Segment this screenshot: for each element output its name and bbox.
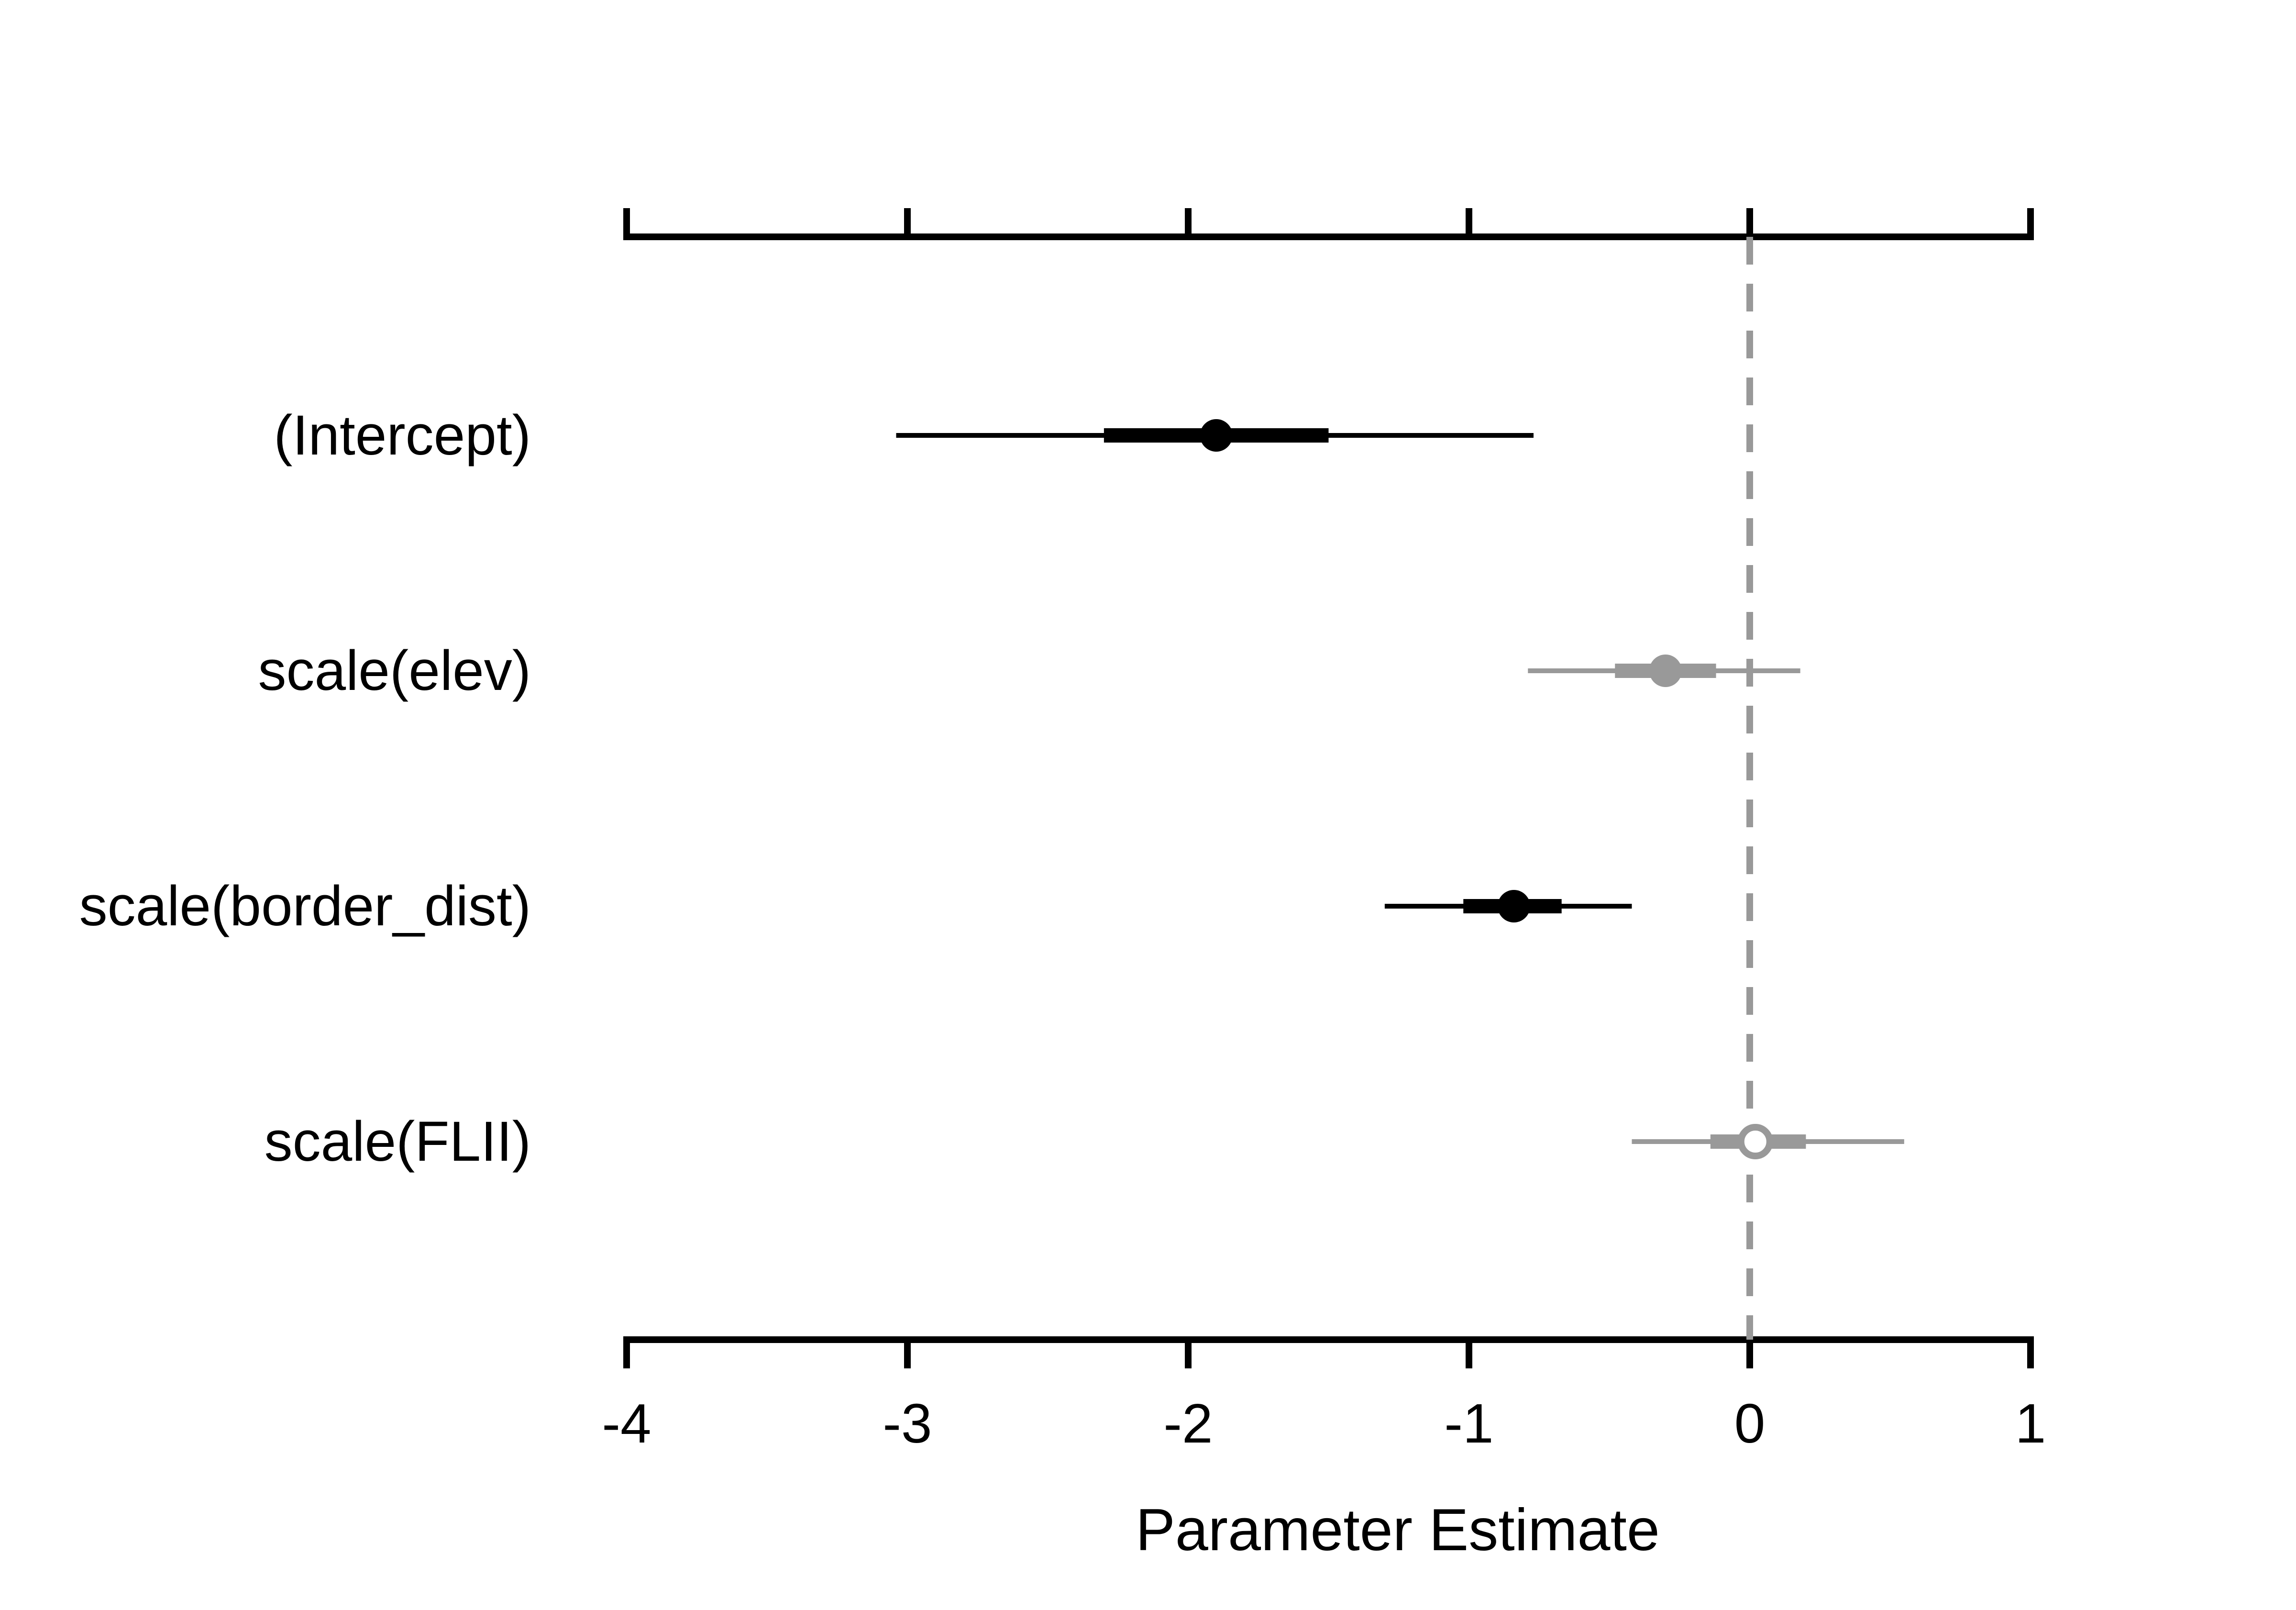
x-axis-title: Parameter Estimate (1136, 1497, 1660, 1563)
point-estimate (1200, 419, 1233, 452)
x-tick-label: -2 (1163, 1392, 1213, 1455)
x-tick-label: -4 (602, 1392, 651, 1455)
labels-layer: (Intercept) scale(elev) scale(border_dist)… (79, 404, 531, 1173)
point-estimate (1649, 655, 1682, 687)
point-estimate (1737, 1124, 1773, 1159)
parameter-label: scale(FLII) (265, 1110, 531, 1173)
x-tick-label: -3 (883, 1392, 932, 1455)
parameter-label: scale(elev) (258, 639, 531, 702)
x-tick-label: 0 (1734, 1392, 1766, 1455)
x-tick-label: -1 (1444, 1392, 1493, 1455)
x-tick-label: 1 (2015, 1392, 2046, 1455)
parameter-label: scale(border_dist) (79, 875, 531, 938)
point-estimate (1497, 890, 1530, 922)
axes-layer: -4 -3 -2 -1 0 1 (602, 208, 2046, 1455)
parameter-label: (Intercept) (274, 404, 531, 467)
marks-layer (896, 419, 1904, 1159)
